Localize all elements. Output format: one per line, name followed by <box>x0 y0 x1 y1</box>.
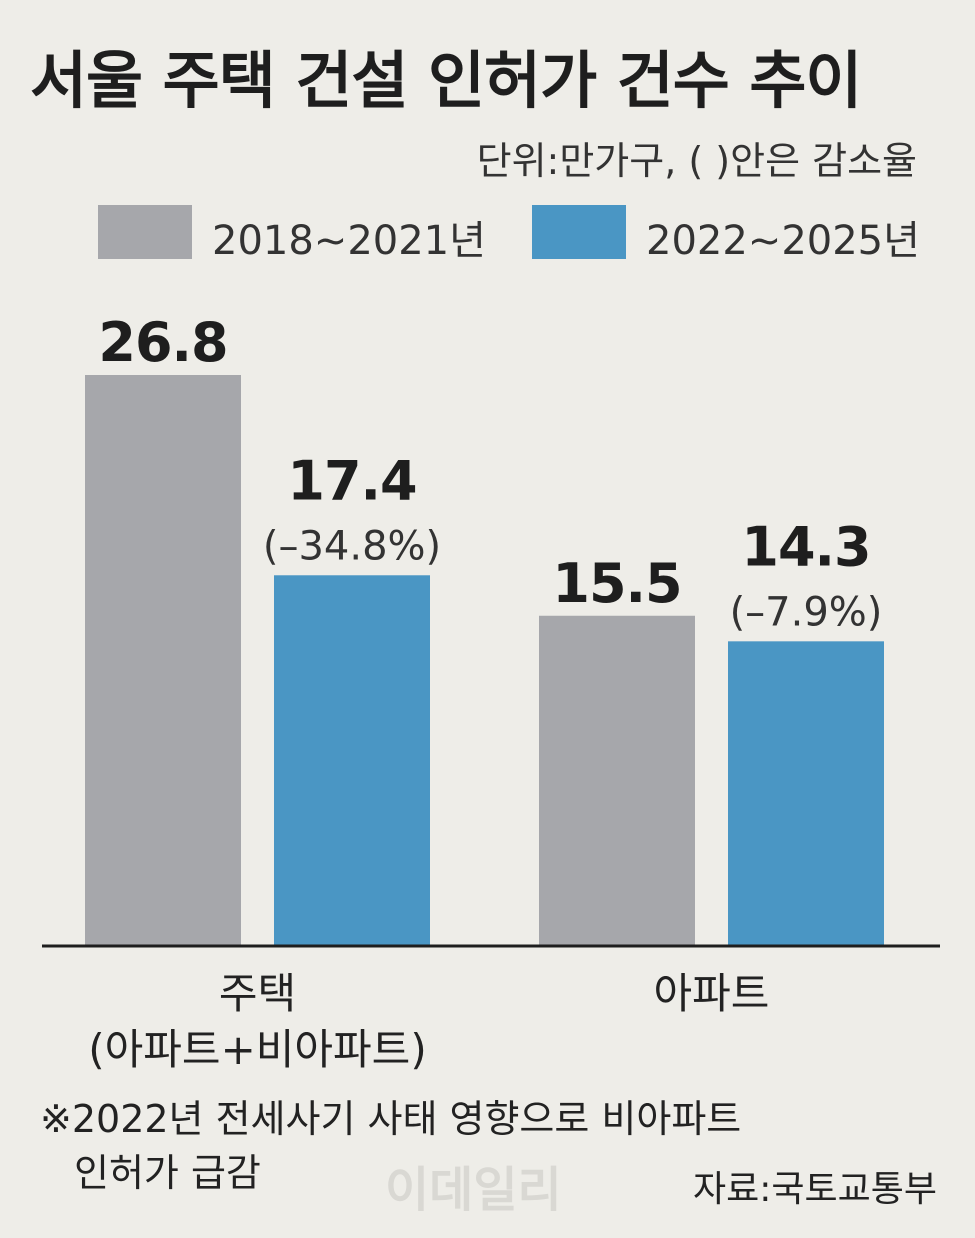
data-label-s2-c2: 14.3 <box>741 515 870 578</box>
bar-s2-c2 <box>728 641 884 946</box>
legend-swatch-series-1 <box>98 205 192 259</box>
watermark: 이데일리 <box>385 1162 562 1218</box>
legend-label-series-2: 2022~2025년 <box>646 218 920 264</box>
category-label-2-line-1: 아파트 <box>654 969 770 1018</box>
category-label-1-line-2: (아파트+비아파트) <box>88 1025 426 1074</box>
bar-s1-c2 <box>539 615 695 946</box>
data-label-s1-c2: 15.5 <box>552 552 681 615</box>
data-label-s2-c1: 17.4 <box>287 449 416 512</box>
footnote: ※2022년 전세사기 사태 영향으로 비아파트 인허가 급감 <box>40 1092 741 1200</box>
source-credit: 자료:국토교통부 <box>693 1169 937 1210</box>
bar-s1-c1 <box>85 375 241 946</box>
footnote-line-1: ※2022년 전세사기 사태 영향으로 비아파트 <box>40 1097 742 1141</box>
footnote-line-2: 인허가 급감 <box>74 1151 261 1195</box>
legend-swatch-series-2 <box>532 205 626 259</box>
bar-s2-c1 <box>274 575 430 946</box>
legend-label-series-1: 2018~2021년 <box>212 218 486 264</box>
bar-chart: 26.8 15.5 17.4 (–34.8%) 14.3 (–7.9%) 주택 (아파트+비아… <box>42 311 940 1074</box>
data-label-s1-c1: 26.8 <box>98 311 227 374</box>
category-label-1-line-1: 주택 <box>219 969 296 1018</box>
legend: 2018~2021년 2022~2025년 <box>0 205 975 264</box>
change-label-s2-c2: (–7.9%) <box>730 589 883 635</box>
chart-title: 서울 주택 건설 인허가 건수 추이 <box>30 44 862 117</box>
unit-note: 단위:만가구, ( )안은 감소율 <box>476 139 917 183</box>
change-label-s2-c1: (–34.8%) <box>263 523 441 569</box>
